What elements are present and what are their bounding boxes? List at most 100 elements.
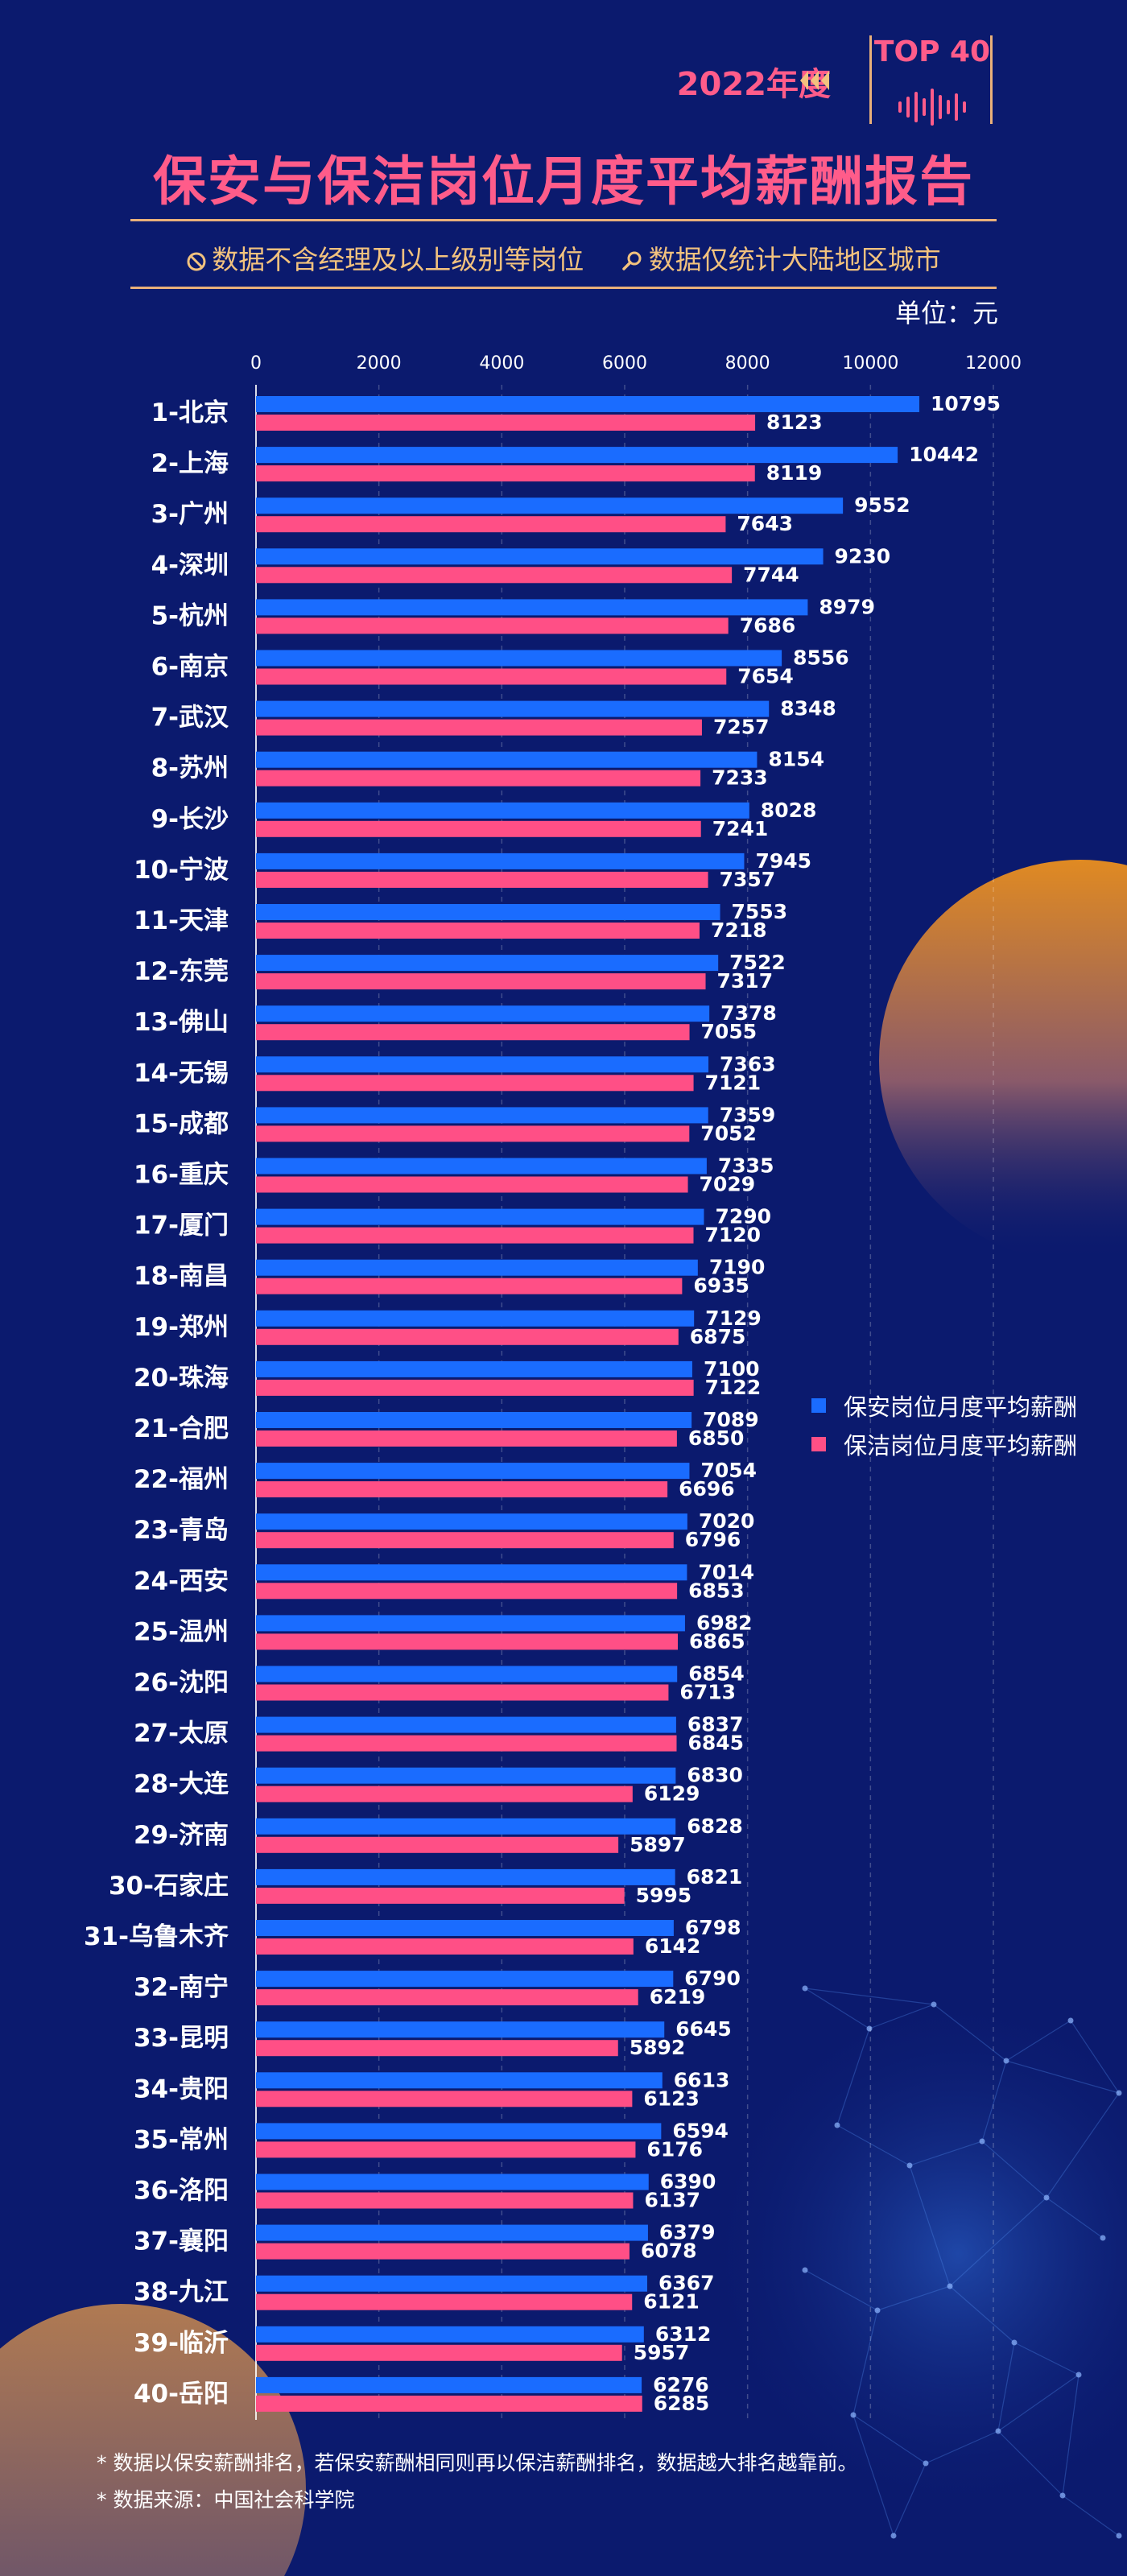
scope-notes: 数据不含经理及以上级别等岗位 数据仅统计大陆地区城市 xyxy=(130,238,997,277)
data-label-security: 7378 xyxy=(720,1001,777,1025)
bar-cleaning xyxy=(256,465,755,482)
bar-security xyxy=(256,802,749,819)
bar-cleaning xyxy=(256,1684,669,1701)
data-label-security: 7359 xyxy=(720,1103,776,1126)
data-label-cleaning: 8123 xyxy=(766,411,823,434)
scope-note-2: 数据仅统计大陆地区城市 xyxy=(621,238,941,277)
bar-cleaning xyxy=(256,1328,679,1345)
category-label: 14-无锡 xyxy=(134,1059,229,1088)
bar-cleaning xyxy=(256,2293,633,2310)
category-label: 31-乌鲁木齐 xyxy=(84,1922,229,1951)
category-label: 2-上海 xyxy=(151,449,229,478)
data-label-security: 6837 xyxy=(687,1713,744,1736)
data-label-security: 8154 xyxy=(768,748,824,771)
scope-note-1: 数据不含经理及以上级别等岗位 xyxy=(186,238,584,277)
data-label-cleaning: 6121 xyxy=(643,2290,700,2314)
bar-cleaning xyxy=(256,2243,630,2260)
bar-security xyxy=(256,1767,676,1784)
data-label-security: 7553 xyxy=(732,900,788,923)
legend-item-cleaning: 保洁岗位月度平均薪酬 xyxy=(811,1425,1077,1463)
bar-cleaning xyxy=(256,1633,679,1650)
bar-security xyxy=(256,1868,675,1885)
x-tick-label: 8000 xyxy=(725,353,770,374)
bar-cleaning xyxy=(256,1125,690,1142)
bar-cleaning xyxy=(256,617,729,634)
category-label: 32-南宁 xyxy=(134,1973,229,2002)
category-label: 9-长沙 xyxy=(151,805,229,834)
bar-cleaning xyxy=(256,567,733,584)
data-label-security: 6594 xyxy=(672,2119,729,2142)
bar-cleaning xyxy=(256,2192,634,2209)
x-tick-label: 12000 xyxy=(965,353,1022,374)
category-label: 11-天津 xyxy=(134,906,229,935)
data-label-security: 7054 xyxy=(700,1459,757,1482)
data-label-cleaning: 7744 xyxy=(743,563,799,586)
category-label: 38-九江 xyxy=(134,2278,229,2307)
data-label-cleaning: 5995 xyxy=(636,1884,692,1907)
category-label: 12-东莞 xyxy=(134,957,229,986)
data-label-cleaning: 7052 xyxy=(700,1121,757,1145)
data-label-security: 6367 xyxy=(658,2272,715,2295)
title-rule-bottom xyxy=(130,287,997,289)
bar-security xyxy=(256,1564,687,1581)
data-label-cleaning: 7029 xyxy=(700,1173,756,1196)
bar-cleaning xyxy=(256,415,756,431)
bar-cleaning xyxy=(256,1481,668,1498)
bar-security xyxy=(256,1259,698,1276)
page-title: 保安与保洁岗位月度平均薪酬报告 xyxy=(153,151,974,213)
data-label-cleaning: 5957 xyxy=(634,2341,690,2364)
bar-security xyxy=(256,1360,692,1377)
data-label-cleaning: 6845 xyxy=(688,1732,745,1755)
bar-cleaning xyxy=(256,2091,633,2107)
data-label-security: 7945 xyxy=(755,849,811,873)
bar-cleaning xyxy=(256,1989,638,2006)
bar-security xyxy=(256,2224,648,2241)
category-label: 18-南昌 xyxy=(134,1262,229,1291)
category-label: 27-太原 xyxy=(134,1719,229,1748)
data-label-cleaning: 7654 xyxy=(737,665,794,688)
data-label-cleaning: 7122 xyxy=(705,1376,762,1399)
bar-security xyxy=(256,1513,687,1530)
top40-badge: TOP 40 xyxy=(873,35,991,68)
bar-security xyxy=(256,2275,648,2292)
footnote-ranking: * 数据以保安薪酬排名，若保安薪酬相同则再以保洁薪酬排名，数据越大排名越靠前。 xyxy=(97,2451,858,2475)
bar-security xyxy=(256,396,920,412)
data-label-security: 7190 xyxy=(709,1256,766,1279)
bar-security xyxy=(256,700,770,717)
data-label-security: 6828 xyxy=(687,1814,743,1838)
data-label-cleaning: 6865 xyxy=(689,1629,745,1653)
bar-security xyxy=(256,751,758,768)
category-label: 26-沈阳 xyxy=(134,1669,229,1698)
bar-cleaning xyxy=(256,770,701,786)
data-label-security: 8348 xyxy=(780,697,836,720)
data-label-security: 7363 xyxy=(720,1052,776,1075)
category-label: 23-青岛 xyxy=(134,1516,229,1545)
category-label: 33-昆明 xyxy=(134,2024,229,2053)
badge-divider-left xyxy=(869,35,872,124)
bar-security xyxy=(256,2376,642,2393)
category-label: 1-北京 xyxy=(151,398,229,427)
bar-security xyxy=(256,497,844,514)
bar-cleaning xyxy=(256,820,701,837)
bar-security xyxy=(256,2326,644,2343)
data-label-security: 6312 xyxy=(655,2322,712,2346)
bar-security xyxy=(256,1463,690,1480)
bar-security xyxy=(256,2123,662,2140)
category-label: 34-贵阳 xyxy=(134,2074,229,2103)
data-label-security: 6821 xyxy=(687,1865,743,1889)
bar-cleaning xyxy=(256,1430,677,1447)
data-label-security: 7100 xyxy=(704,1357,760,1381)
bar-security xyxy=(256,548,824,565)
bar-cleaning xyxy=(256,871,708,888)
x-tick-label: 0 xyxy=(250,353,262,374)
bar-cleaning xyxy=(256,1583,678,1600)
bar-security xyxy=(256,447,898,464)
legend-swatch-cleaning xyxy=(811,1437,826,1451)
data-label-security: 6790 xyxy=(684,1967,741,1990)
data-label-cleaning: 6137 xyxy=(644,2189,700,2212)
data-label-cleaning: 6123 xyxy=(643,2087,700,2110)
category-label: 40-岳阳 xyxy=(134,2380,229,2409)
bar-cleaning xyxy=(256,923,700,939)
